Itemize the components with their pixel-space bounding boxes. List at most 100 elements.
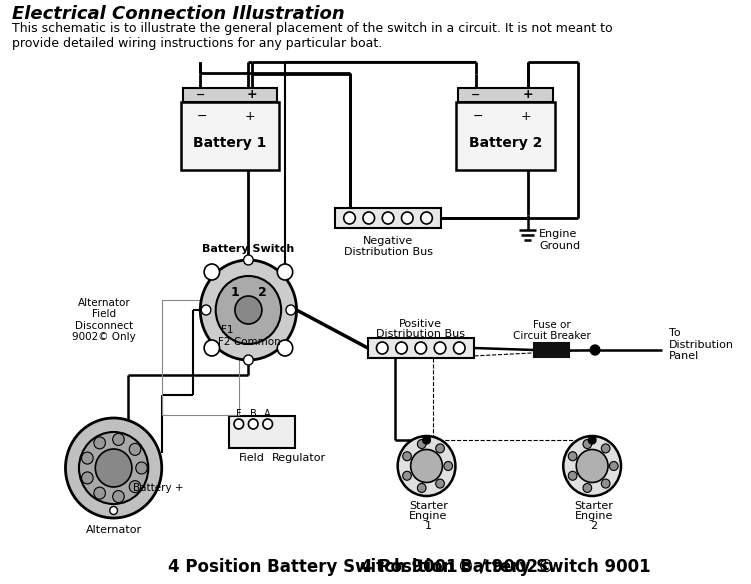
Circle shape [569, 452, 577, 461]
Text: Fuse or: Fuse or [533, 320, 571, 330]
Circle shape [129, 443, 140, 456]
Text: Battery Switch: Battery Switch [202, 244, 294, 254]
Text: 1: 1 [231, 286, 240, 298]
Text: Battery +: Battery + [133, 483, 183, 493]
Text: +: + [247, 89, 258, 102]
Bar [229, 416, 294, 448]
Circle shape [418, 484, 426, 492]
Text: Engine: Engine [575, 511, 614, 521]
Text: Field: Field [239, 453, 264, 463]
Bar [183, 88, 277, 102]
Circle shape [423, 436, 430, 444]
Bar [368, 338, 474, 358]
Text: 2: 2 [590, 521, 598, 531]
Text: −: − [195, 90, 205, 100]
Circle shape [444, 461, 453, 471]
Circle shape [277, 264, 293, 280]
Text: +: + [520, 110, 531, 123]
Text: 4 Position Battery Switch 9001: 4 Position Battery Switch 9001 [361, 558, 650, 576]
Text: Alternator
Field
Disconnect
9002© Only: Alternator Field Disconnect 9002© Only [72, 298, 136, 342]
Circle shape [398, 436, 455, 496]
Circle shape [602, 444, 610, 453]
Circle shape [94, 487, 105, 499]
Text: Distribution Bus: Distribution Bus [343, 247, 433, 257]
Text: Battery 2: Battery 2 [469, 136, 542, 150]
Text: Panel: Panel [669, 351, 699, 361]
Bar [181, 102, 279, 170]
Circle shape [277, 340, 293, 356]
Circle shape [610, 461, 618, 471]
Circle shape [411, 450, 442, 482]
Text: −: − [197, 110, 207, 123]
Circle shape [234, 419, 243, 429]
Circle shape [94, 437, 105, 449]
Circle shape [129, 481, 140, 493]
Circle shape [286, 305, 296, 315]
Circle shape [65, 418, 161, 518]
Bar [458, 88, 553, 102]
Circle shape [583, 484, 592, 492]
Text: −: − [472, 110, 483, 123]
Circle shape [436, 479, 445, 488]
Text: Distribution Bus: Distribution Bus [376, 329, 466, 339]
Circle shape [434, 342, 446, 354]
Bar [161, 300, 239, 415]
Text: Regulator: Regulator [272, 453, 326, 463]
Text: Engine: Engine [409, 511, 448, 521]
Circle shape [454, 342, 465, 354]
Text: −: − [471, 90, 481, 100]
Circle shape [204, 264, 219, 280]
Text: +: + [245, 110, 255, 123]
Text: 1: 1 [425, 521, 432, 531]
Circle shape [79, 432, 148, 504]
Circle shape [243, 355, 253, 365]
Text: Negative: Negative [363, 236, 413, 246]
Circle shape [588, 436, 596, 444]
Text: Electrical Connection Illustration: Electrical Connection Illustration [11, 5, 344, 23]
Circle shape [576, 450, 608, 482]
Text: 4 Position Battery Switch 9001© / 9002©: 4 Position Battery Switch 9001© / 9002© [167, 558, 554, 576]
Circle shape [563, 436, 621, 496]
Circle shape [590, 345, 600, 355]
Text: To: To [669, 328, 681, 338]
Text: Distribution: Distribution [669, 340, 734, 350]
Text: Engine
Ground: Engine Ground [539, 229, 581, 251]
Circle shape [583, 440, 592, 449]
Circle shape [344, 212, 355, 224]
Circle shape [415, 342, 427, 354]
Bar [535, 343, 569, 357]
Circle shape [421, 212, 433, 224]
Text: Starter: Starter [575, 501, 614, 511]
Text: +: + [523, 89, 533, 102]
Circle shape [263, 419, 273, 429]
Circle shape [363, 212, 375, 224]
Circle shape [418, 440, 426, 449]
Circle shape [95, 449, 132, 487]
Text: 2: 2 [258, 286, 267, 298]
Circle shape [110, 506, 117, 515]
Text: B: B [250, 409, 257, 419]
Circle shape [376, 342, 388, 354]
Circle shape [569, 471, 577, 480]
Circle shape [136, 462, 147, 474]
Text: F: F [236, 409, 242, 419]
Text: Circuit Breaker: Circuit Breaker [513, 331, 590, 341]
Bar [457, 102, 554, 170]
Circle shape [113, 491, 124, 503]
Circle shape [113, 433, 124, 446]
Circle shape [82, 452, 93, 464]
Circle shape [235, 296, 262, 324]
Circle shape [204, 340, 219, 356]
Circle shape [249, 419, 258, 429]
Circle shape [82, 472, 93, 484]
Circle shape [396, 342, 407, 354]
Circle shape [403, 452, 412, 461]
Text: A: A [264, 409, 271, 419]
Text: Positive: Positive [400, 319, 442, 329]
Circle shape [602, 479, 610, 488]
Circle shape [201, 260, 297, 360]
Circle shape [402, 212, 413, 224]
Circle shape [243, 255, 253, 265]
Circle shape [403, 471, 412, 480]
Text: Starter: Starter [409, 501, 448, 511]
